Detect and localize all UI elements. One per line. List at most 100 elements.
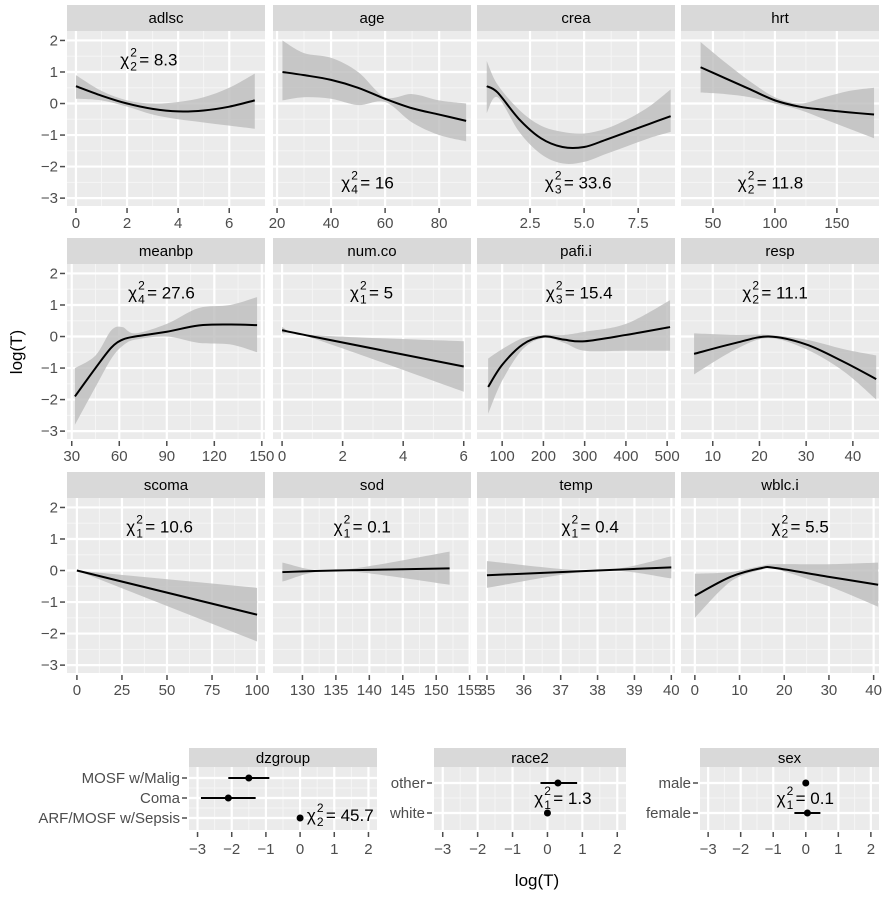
strip-label: meanbp bbox=[139, 243, 193, 260]
strip-background bbox=[681, 5, 879, 31]
y-tick-label: 2 bbox=[50, 32, 58, 49]
y-tick-label: 0 bbox=[50, 563, 58, 580]
category-label: ARF/MOSF w/Sepsis bbox=[38, 810, 180, 827]
strip-background bbox=[67, 472, 265, 498]
chi-square-label: χ 22 = 5.5 bbox=[772, 512, 829, 540]
chi-df: 2 bbox=[130, 59, 137, 73]
facet-panel-num-co: num.coχ 12 = 50 2 4 6 bbox=[273, 238, 471, 465]
x-tick-label: 0 bbox=[543, 841, 551, 858]
y-tick-label: 0 bbox=[50, 96, 58, 113]
y-tick-label: −2 bbox=[41, 159, 58, 176]
chi-df: 1 bbox=[360, 292, 367, 306]
point-estimate bbox=[554, 779, 562, 787]
chi-square-label: χ 42 = 27.6 bbox=[128, 278, 195, 306]
strip-label: wblc.i bbox=[760, 477, 799, 494]
x-tick-label: 10 bbox=[704, 448, 721, 465]
x-tick-label: 39 bbox=[626, 682, 643, 699]
x-tick-label: 0 bbox=[73, 682, 81, 699]
chi-square-label: χ 42 = 16 bbox=[341, 168, 394, 196]
effect-curve bbox=[486, 566, 672, 577]
chi-df: 2 bbox=[317, 815, 324, 829]
x-tick-label: 30 bbox=[798, 448, 815, 465]
chi-superscript: 2 bbox=[752, 278, 759, 292]
y-tick-label: 2 bbox=[50, 499, 58, 516]
strip-label: crea bbox=[561, 10, 591, 27]
y-tick-label: −2 bbox=[41, 392, 58, 409]
strip-background bbox=[477, 472, 675, 498]
x-tick-label: 38 bbox=[589, 682, 606, 699]
facet-panel-wblc-i: wblc.i χ 22 = 5.5 0 10 20 30 40 bbox=[681, 472, 882, 699]
chi-symbol: χ bbox=[545, 173, 554, 192]
chi-value: = 11.8 bbox=[757, 173, 803, 192]
chi-value: = 11.1 bbox=[761, 283, 807, 302]
facet-panel-temp: temp χ 12 = 0.4 35 36 37 38 39 40 bbox=[477, 472, 680, 699]
point-estimate bbox=[296, 814, 304, 822]
point-estimate bbox=[802, 779, 810, 787]
chi-symbol: χ bbox=[341, 173, 350, 192]
x-tick-label: −3 bbox=[189, 841, 206, 858]
x-tick-label: 80 bbox=[431, 215, 448, 232]
chi-superscript: 2 bbox=[360, 278, 367, 292]
chi-value: = 15.4 bbox=[565, 283, 613, 302]
facet-panel-sod: sod χ 12 = 0.1 130 135 140 145 150 155 bbox=[273, 472, 482, 699]
confidence-band bbox=[700, 42, 875, 139]
strip-background bbox=[189, 748, 377, 767]
chi-symbol: χ bbox=[128, 283, 137, 302]
chi-value: = 1.3 bbox=[553, 789, 591, 808]
y-tick-label: 1 bbox=[50, 297, 58, 314]
chi-square-label: χ 22 = 45.7 bbox=[307, 801, 374, 829]
x-tick-label: 145 bbox=[390, 682, 415, 699]
chi-df: 1 bbox=[544, 798, 551, 812]
confidence-band bbox=[488, 300, 671, 414]
strip-background bbox=[273, 472, 471, 498]
x-tick-label: 400 bbox=[613, 448, 638, 465]
y-tick-label: −3 bbox=[41, 657, 58, 674]
chi-symbol: χ bbox=[534, 789, 543, 808]
chi-symbol: χ bbox=[772, 517, 781, 536]
x-tick-label: 40 bbox=[663, 682, 680, 699]
confidence-band bbox=[486, 60, 671, 164]
chi-value: = 8.3 bbox=[139, 50, 177, 69]
chi-value: = 33.6 bbox=[564, 173, 612, 192]
point-estimate bbox=[543, 809, 551, 817]
chi-symbol: χ bbox=[307, 806, 316, 825]
x-tick-label: −3 bbox=[700, 841, 717, 858]
effect-curve bbox=[75, 85, 256, 113]
facet-panel-dzgroup: dzgroup MOSF w/Malig Coma ARF/MOSF w/Sepsis… bbox=[38, 748, 377, 858]
x-tick-label: 0 bbox=[802, 841, 810, 858]
x-tick-label: 50 bbox=[705, 215, 722, 232]
x-tick-label: 1 bbox=[578, 841, 586, 858]
x-tick-label: 150 bbox=[424, 682, 449, 699]
category-label: other bbox=[391, 775, 425, 792]
facet-panel-crea: crea χ 32 = 33.6 2.5 5.0 7.5 bbox=[477, 5, 675, 232]
x-tick-label: −2 bbox=[469, 841, 486, 858]
chi-symbol: χ bbox=[126, 517, 135, 536]
x-tick-label: −2 bbox=[732, 841, 749, 858]
x-tick-label: 0 bbox=[296, 841, 304, 858]
chi-symbol: χ bbox=[546, 283, 555, 302]
x-tick-label: 40 bbox=[323, 215, 340, 232]
x-tick-label: 37 bbox=[552, 682, 569, 699]
x-axis-label: log(T) bbox=[515, 871, 559, 890]
x-tick-label: 120 bbox=[202, 448, 227, 465]
x-tick-label: −2 bbox=[223, 841, 240, 858]
strip-background bbox=[273, 238, 471, 264]
chi-df: 1 bbox=[136, 526, 143, 540]
x-tick-label: 90 bbox=[158, 448, 175, 465]
effect-curve bbox=[694, 565, 879, 597]
chi-superscript: 2 bbox=[344, 512, 351, 526]
category-label: MOSF w/Malig bbox=[82, 770, 180, 787]
chi-square-label: χ 12 = 5 bbox=[350, 278, 393, 306]
strip-label: num.co bbox=[347, 243, 396, 260]
strip-label: resp bbox=[765, 243, 794, 260]
chi-value: = 10.6 bbox=[145, 517, 193, 536]
x-tick-label: 60 bbox=[111, 448, 128, 465]
x-tick-label: 4 bbox=[174, 215, 182, 232]
effect-curve bbox=[282, 567, 450, 574]
chi-square-label: χ 12 = 0.1 bbox=[777, 784, 834, 812]
chi-square-label: χ 12 = 0.4 bbox=[562, 512, 619, 540]
y-axis-label: log(T) bbox=[7, 330, 26, 374]
x-tick-label: 36 bbox=[515, 682, 532, 699]
